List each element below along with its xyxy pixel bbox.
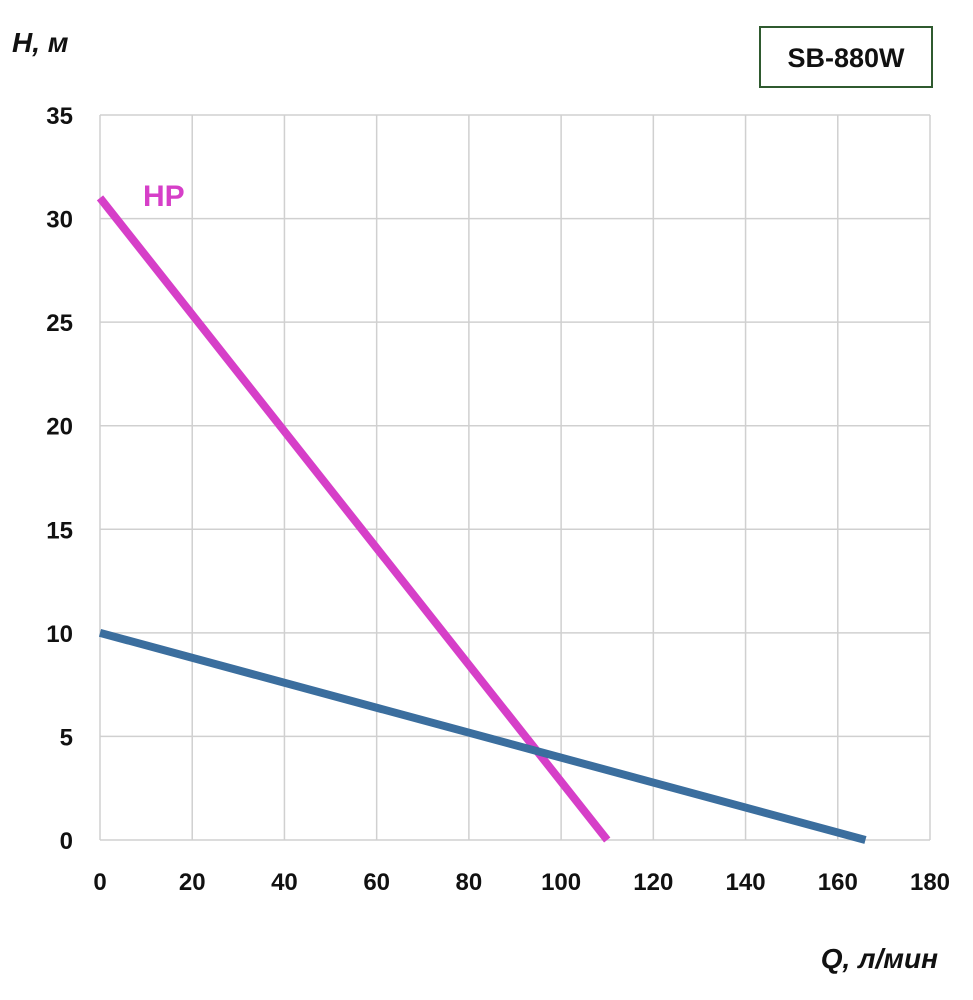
series-line-1	[98, 628, 867, 844]
x-tick-label: 140	[726, 869, 766, 896]
y-tick-label: 15	[46, 517, 73, 544]
model-title: SB-880W	[787, 43, 905, 73]
x-tick-label: 160	[818, 869, 858, 896]
x-tick-label: 60	[363, 869, 390, 896]
x-tick-label: 20	[179, 869, 206, 896]
y-tick-label: 10	[46, 621, 73, 648]
x-tick-label: 180	[910, 869, 950, 896]
tick-labels: 0 20 40 60 80 100 120 140 160 180 0 5 10 15 20 25 30 35	[46, 103, 950, 896]
grid	[99, 114, 931, 841]
series-label-hp: HP	[143, 180, 185, 213]
y-tick-label: 25	[46, 310, 73, 337]
series-lines	[96, 195, 867, 844]
y-tick-label: 35	[46, 103, 73, 130]
x-tick-label: 100	[541, 869, 581, 896]
y-axis-label: H, м	[12, 27, 69, 58]
y-tick-label: 20	[46, 414, 73, 441]
x-tick-label: 120	[633, 869, 673, 896]
x-tick-label: 0	[93, 869, 106, 896]
y-tick-label: 0	[60, 828, 73, 855]
series-line-0	[96, 195, 611, 843]
model-box	[759, 26, 933, 88]
y-tick-label: 5	[60, 724, 73, 751]
x-tick-label: 40	[271, 869, 298, 896]
y-tick-label: 30	[46, 207, 73, 234]
x-axis-label: Q, л/мин	[821, 943, 938, 974]
x-tick-label: 80	[456, 869, 483, 896]
